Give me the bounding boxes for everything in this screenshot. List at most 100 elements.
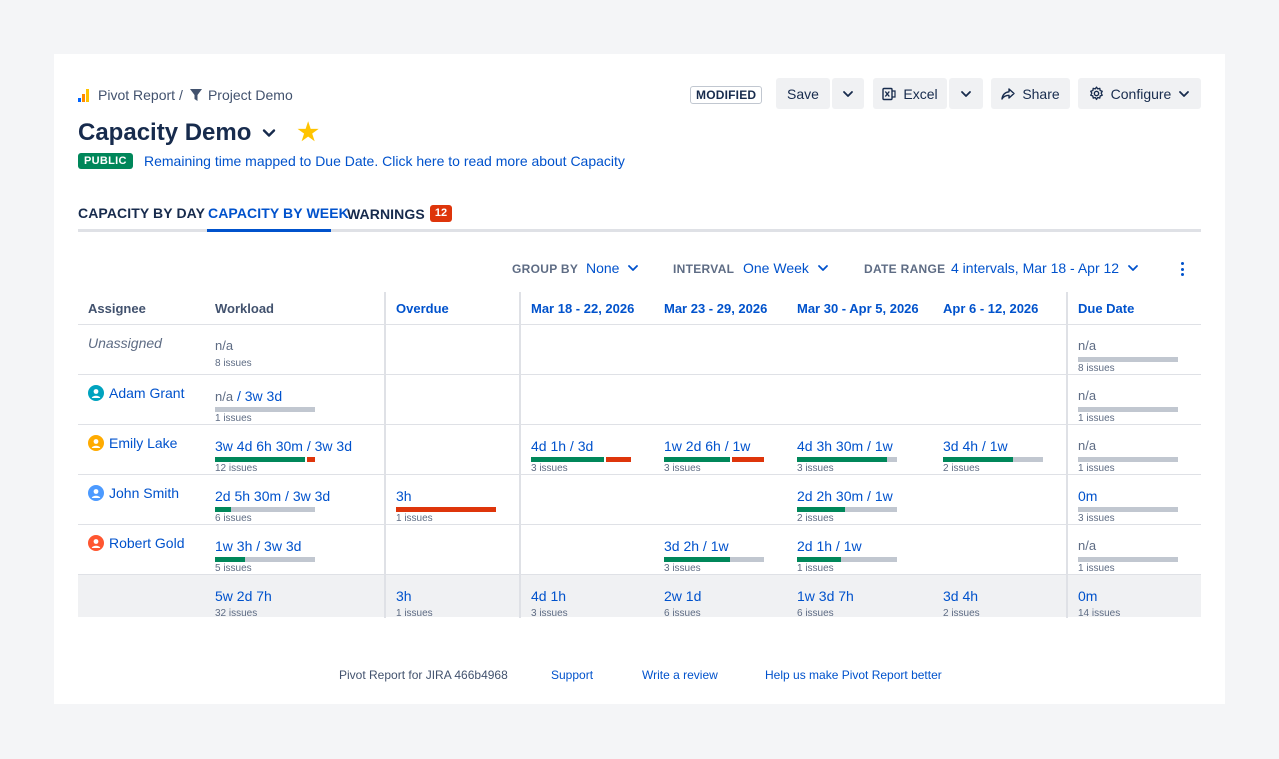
star-icon[interactable]: ★: [297, 119, 319, 146]
group-by-value: None: [586, 260, 620, 276]
week-0-value[interactable]: 4d 1h / 3d: [531, 438, 593, 454]
assignee-cell[interactable]: John Smith: [88, 485, 179, 501]
capacity-bar: [797, 507, 897, 512]
chevron-down-icon[interactable]: [261, 125, 277, 141]
date-range-dropdown[interactable]: 4 intervals, Mar 18 - Apr 12: [951, 260, 1139, 276]
save-button[interactable]: Save: [776, 78, 830, 109]
capacity-bar: [797, 457, 897, 462]
interval-label: INTERVAL: [673, 262, 735, 276]
assignee-cell[interactable]: Emily Lake: [88, 435, 177, 451]
column-header-3[interactable]: Mar 18 - 22, 2026: [531, 301, 635, 316]
total-week-1-value[interactable]: 2w 1d: [664, 588, 701, 604]
capacity-info-link[interactable]: Remaining time mapped to Due Date. Click…: [144, 153, 625, 169]
assignee-cell[interactable]: Robert Gold: [88, 535, 184, 551]
tab-warnings[interactable]: WARNINGS 12: [347, 205, 453, 222]
total-week-2-amount: 1w 3d 7h: [797, 588, 854, 604]
week-2-value[interactable]: 2d 1h / 1w: [797, 538, 862, 554]
workload-value[interactable]: 2d 5h 30m / 3w 3d: [215, 488, 330, 504]
interval-dropdown[interactable]: One Week: [743, 260, 829, 276]
due-date-amount: 0m: [1078, 488, 1098, 504]
total-week-0-value[interactable]: 4d 1h: [531, 588, 566, 604]
workload-issues: 8 issues: [215, 358, 252, 369]
workload-issues: 5 issues: [215, 563, 252, 574]
overdue-value[interactable]: 3h: [396, 488, 412, 504]
footer-version: Pivot Report for JIRA 466b4968: [339, 668, 508, 682]
due-date-amount: n/a: [1078, 388, 1097, 403]
share-button[interactable]: Share: [991, 78, 1070, 109]
workload-capacity: / 3w 3d: [233, 388, 283, 404]
person-avatar-icon: [88, 435, 104, 451]
excel-export-button[interactable]: Excel: [873, 78, 947, 109]
group-by-dropdown[interactable]: None: [586, 260, 639, 276]
capacity-bar: [1078, 407, 1178, 412]
total-overdue-value[interactable]: 3h: [396, 588, 412, 604]
week-1-value[interactable]: 3d 2h / 1w: [664, 538, 729, 554]
row-divider: [78, 524, 1201, 525]
week-2-issues: 3 issues: [797, 463, 834, 474]
week-3-value[interactable]: 3d 4h / 1w: [943, 438, 1008, 454]
excel-button-label: Excel: [903, 85, 938, 102]
workload-value: n/a: [215, 338, 233, 354]
column-header-5[interactable]: Mar 30 - Apr 5, 2026: [797, 301, 919, 316]
tab-capacity-by-week[interactable]: CAPACITY BY WEEK: [208, 205, 349, 221]
totals-row-background: [78, 574, 1201, 617]
column-divider: [1066, 292, 1068, 618]
total-workload-value[interactable]: 5w 2d 7h: [215, 588, 272, 604]
due-date-issues: 1 issues: [1078, 463, 1115, 474]
bar-segment-over: [307, 457, 315, 462]
week-1-capacity: / 1w: [720, 438, 751, 454]
breadcrumb-app-link[interactable]: Pivot Report: [98, 87, 176, 103]
due-date-issues: 1 issues: [1078, 563, 1115, 574]
week-2-capacity: / 1w: [832, 538, 862, 554]
footer-support-link[interactable]: Support: [551, 668, 594, 682]
date-range-value: 4 intervals, Mar 18 - Apr 12: [951, 260, 1120, 276]
more-options-icon[interactable]: [1179, 262, 1185, 276]
workload-amount: 3w 4d 6h 30m: [215, 438, 303, 454]
capacity-bar: [797, 557, 897, 562]
capacity-bar: [664, 557, 764, 562]
configure-button-label: Configure: [1110, 85, 1172, 102]
workload-value[interactable]: 1w 3h / 3w 3d: [215, 538, 301, 554]
column-header-2[interactable]: Overdue: [396, 301, 449, 316]
total-overdue-issues: 1 issues: [396, 608, 433, 619]
save-options-button[interactable]: [832, 78, 864, 109]
week-1-issues: 3 issues: [664, 563, 701, 574]
workload-value[interactable]: 3w 4d 6h 30m / 3w 3d: [215, 438, 352, 454]
chevron-down-icon: [961, 90, 971, 97]
week-2-value[interactable]: 4d 3h 30m / 1w: [797, 438, 893, 454]
column-header-1: Workload: [215, 301, 274, 316]
assignee-cell[interactable]: Adam Grant: [88, 385, 184, 401]
workload-issues: 12 issues: [215, 463, 258, 474]
modified-badge: MODIFIED: [690, 86, 763, 104]
total-week-3-value[interactable]: 3d 4h: [943, 588, 978, 604]
warnings-count-badge: 12: [429, 205, 453, 222]
excel-options-button[interactable]: [949, 78, 983, 109]
bar-segment-over: [731, 457, 764, 462]
row-divider: [78, 574, 1201, 575]
due-date-value: n/a: [1078, 438, 1096, 454]
footer-feedback-link[interactable]: Help us make Pivot Report better: [765, 668, 942, 682]
column-header-6[interactable]: Apr 6 - 12, 2026: [943, 301, 1039, 316]
configure-button[interactable]: Configure: [1078, 78, 1201, 109]
bar-segment-free: [1013, 457, 1043, 462]
tab-label: WARNINGS: [347, 205, 425, 222]
bar-segment-used: [531, 457, 604, 462]
total-week-1-issues: 6 issues: [664, 608, 701, 619]
breadcrumb-project-link[interactable]: Project Demo: [207, 87, 293, 103]
tab-capacity-by-day[interactable]: CAPACITY BY DAY: [78, 205, 205, 221]
total-due-date-value[interactable]: 0m: [1078, 588, 1097, 604]
due-date-value[interactable]: 0m: [1078, 488, 1097, 504]
total-week-2-value[interactable]: 1w 3d 7h: [797, 588, 854, 604]
row-divider: [78, 374, 1201, 375]
capacity-bar: [943, 457, 1043, 462]
total-workload-issues: 32 issues: [215, 608, 258, 619]
footer-review-link[interactable]: Write a review: [642, 668, 718, 682]
column-header-4[interactable]: Mar 23 - 29, 2026: [664, 301, 768, 316]
capacity-bar: [1078, 557, 1178, 562]
filter-funnel-icon: [189, 89, 202, 101]
week-1-value[interactable]: 1w 2d 6h / 1w: [664, 438, 750, 454]
week-2-value[interactable]: 2d 2h 30m / 1w: [797, 488, 893, 504]
capacity-bar: [215, 457, 315, 462]
date-range-label: DATE RANGE: [864, 262, 946, 276]
column-header-7[interactable]: Due Date: [1078, 301, 1135, 316]
